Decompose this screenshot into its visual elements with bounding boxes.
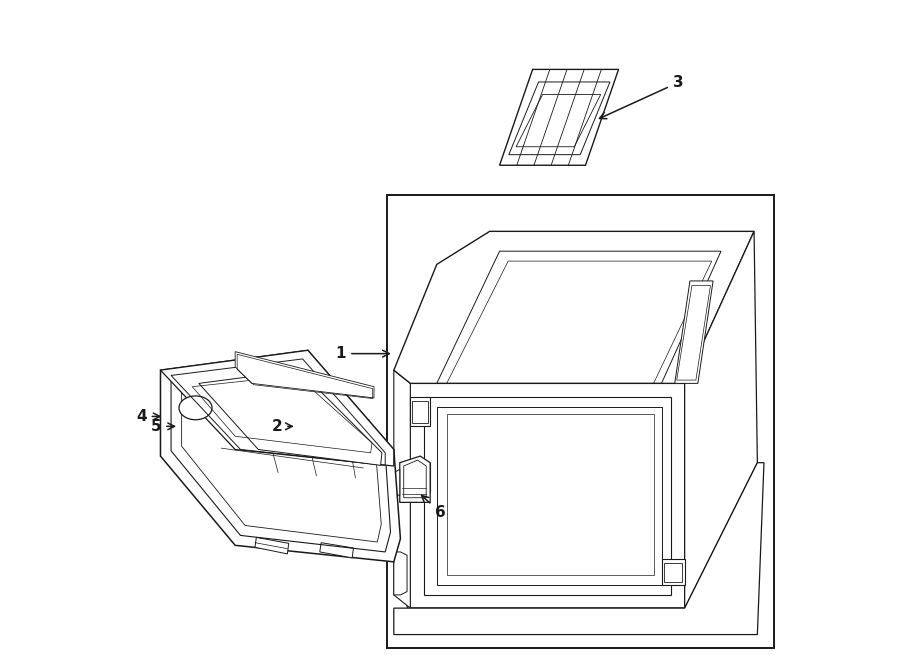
Text: 4: 4 — [136, 409, 160, 424]
Polygon shape — [394, 370, 410, 608]
Text: 3: 3 — [599, 75, 683, 119]
Polygon shape — [685, 231, 758, 608]
Polygon shape — [235, 352, 374, 398]
Polygon shape — [410, 397, 430, 426]
Polygon shape — [400, 456, 430, 502]
Polygon shape — [394, 469, 400, 496]
Polygon shape — [662, 559, 685, 585]
Polygon shape — [195, 397, 205, 413]
Polygon shape — [394, 552, 407, 595]
Ellipse shape — [294, 396, 328, 420]
Text: 2: 2 — [272, 419, 292, 434]
Polygon shape — [199, 370, 382, 465]
Text: 5: 5 — [150, 419, 175, 434]
Bar — [387, 195, 774, 648]
Polygon shape — [410, 383, 685, 608]
Ellipse shape — [179, 396, 212, 420]
Text: 6: 6 — [421, 496, 446, 520]
Polygon shape — [160, 350, 394, 466]
Polygon shape — [394, 231, 754, 383]
Polygon shape — [255, 537, 289, 554]
Text: 1: 1 — [336, 346, 390, 361]
Polygon shape — [675, 281, 713, 383]
Polygon shape — [394, 463, 764, 635]
Polygon shape — [410, 463, 430, 492]
Polygon shape — [160, 350, 400, 562]
Polygon shape — [320, 543, 354, 558]
